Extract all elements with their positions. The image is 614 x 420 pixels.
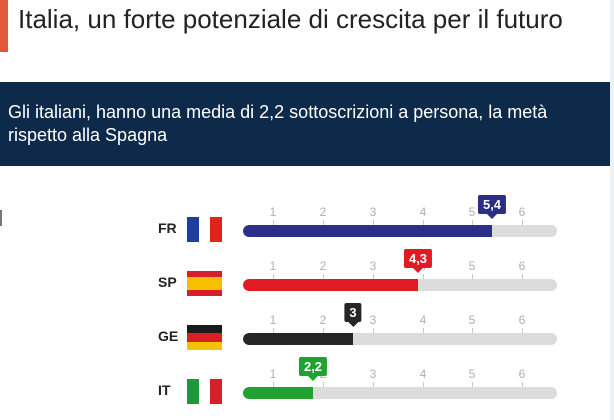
tick-label: 3 [369,259,377,273]
bar-track [243,279,557,291]
tick-label: 1 [269,367,277,381]
bar-fill-sp [243,279,418,291]
tick-label: 5 [468,259,476,273]
tick-line [273,382,274,388]
tick-line [423,274,424,280]
tick-line [323,328,324,334]
country-code: GE [158,328,179,344]
tick-label: 5 [468,367,476,381]
tick-line [323,274,324,280]
tick-label: 5 [468,313,476,327]
tick-line [323,220,324,226]
tick-label: 3 [369,313,377,327]
tick-line [373,328,374,334]
tick-label: 2 [319,259,327,273]
tick-label: 1 [269,205,277,219]
chart-row-fr: FR 1 2 3 4 5 6 5,4 [0,195,600,255]
tick-line [273,274,274,280]
tick-line [522,274,523,280]
tick-label: 2 [319,313,327,327]
value-label: 3 [344,303,362,327]
chart-row-ge: GE 1 2 3 4 5 6 3 [0,303,600,363]
tick-label: 4 [419,205,427,219]
country-code: FR [158,220,177,236]
flag-fr-icon [187,217,223,242]
page-title: Italia, un forte potenziale di crescita … [18,4,563,34]
tick-line [522,328,523,334]
tick-label: 2 [319,205,327,219]
flag-ge-icon [187,325,222,350]
tick-line [423,220,424,226]
tick-label: 6 [518,313,526,327]
right-edge-rule [610,0,614,420]
chart-row-sp: SP1234564,3 [0,249,600,309]
tick-line [273,220,274,226]
tick-line [423,328,424,334]
tick-label: 3 [369,367,377,381]
tick-line [373,274,374,280]
bar-fill-fr [243,225,492,237]
bar-fill-it [243,387,313,399]
tick-line [472,382,473,388]
tick-line [423,382,424,388]
bar-track [243,225,557,237]
flag-it-icon [187,379,223,404]
value-label: 4,3 [403,249,433,273]
tick-label: 1 [269,313,277,327]
tick-line [323,382,324,388]
tick-label: 1 [269,259,277,273]
country-code: SP [158,274,177,290]
tick-line [472,274,473,280]
value-label: 5,4 [477,195,507,219]
tick-label: 4 [419,313,427,327]
tick-line [472,220,473,226]
tick-line [522,220,523,226]
value-label: 2,2 [298,357,328,381]
tick-label: 5 [468,205,476,219]
tick-label: 6 [518,367,526,381]
tick-label: 3 [369,205,377,219]
chart-row-it: IT1234562,2 [0,357,600,417]
tick-line [373,220,374,226]
tick-label: 6 [518,259,526,273]
tick-line [472,328,473,334]
bar-fill-ge [243,333,353,345]
left-edge-mark [0,210,2,226]
tick-label: 6 [518,205,526,219]
bar-track [243,333,557,345]
tick-line [373,382,374,388]
tick-line [522,382,523,388]
title-accent-bar [0,0,8,52]
tick-line [273,328,274,334]
flag-sp-icon [187,271,222,296]
info-banner: Gli italiani, hanno una media di 2,2 sot… [0,82,610,166]
country-code: IT [158,382,171,398]
tick-label: 4 [419,367,427,381]
bar-track [243,387,557,399]
